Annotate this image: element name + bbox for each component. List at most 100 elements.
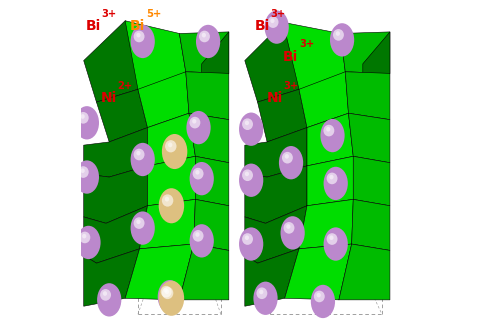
Polygon shape xyxy=(84,206,147,263)
Ellipse shape xyxy=(159,188,184,223)
Ellipse shape xyxy=(326,173,337,184)
Ellipse shape xyxy=(136,151,141,155)
Ellipse shape xyxy=(284,222,294,234)
Polygon shape xyxy=(348,113,390,163)
Polygon shape xyxy=(180,32,229,73)
Polygon shape xyxy=(84,128,147,177)
Polygon shape xyxy=(345,72,390,120)
Ellipse shape xyxy=(75,160,99,194)
Ellipse shape xyxy=(131,211,155,245)
Polygon shape xyxy=(245,206,307,263)
Ellipse shape xyxy=(190,162,214,195)
Ellipse shape xyxy=(336,31,340,36)
Ellipse shape xyxy=(159,281,184,316)
Polygon shape xyxy=(125,244,194,300)
Ellipse shape xyxy=(165,140,177,152)
Text: 3+: 3+ xyxy=(283,81,298,91)
Text: Bi: Bi xyxy=(283,50,298,64)
Polygon shape xyxy=(307,113,353,166)
Ellipse shape xyxy=(161,286,172,298)
Polygon shape xyxy=(353,156,390,206)
Ellipse shape xyxy=(136,219,141,224)
Ellipse shape xyxy=(245,172,249,176)
Ellipse shape xyxy=(264,11,289,44)
Ellipse shape xyxy=(158,280,182,313)
Ellipse shape xyxy=(317,293,321,297)
Polygon shape xyxy=(245,166,307,223)
Ellipse shape xyxy=(314,291,325,302)
Polygon shape xyxy=(140,199,195,249)
Ellipse shape xyxy=(78,112,89,124)
Ellipse shape xyxy=(76,226,101,259)
Polygon shape xyxy=(352,199,390,250)
Ellipse shape xyxy=(190,117,200,129)
Polygon shape xyxy=(195,156,229,206)
Ellipse shape xyxy=(320,119,345,152)
Polygon shape xyxy=(258,89,307,142)
Ellipse shape xyxy=(259,290,264,294)
Ellipse shape xyxy=(280,216,305,249)
Polygon shape xyxy=(283,22,345,89)
Ellipse shape xyxy=(324,125,335,137)
Ellipse shape xyxy=(131,143,155,176)
Ellipse shape xyxy=(253,282,277,315)
Ellipse shape xyxy=(330,23,354,56)
Ellipse shape xyxy=(97,283,121,316)
Text: Bi: Bi xyxy=(254,19,270,33)
Text: 5+: 5+ xyxy=(146,9,161,19)
Polygon shape xyxy=(299,72,348,128)
Text: Ni: Ni xyxy=(101,91,118,105)
Polygon shape xyxy=(180,244,229,300)
Ellipse shape xyxy=(239,227,264,261)
Ellipse shape xyxy=(133,31,144,42)
Polygon shape xyxy=(245,128,307,177)
Ellipse shape xyxy=(165,289,169,294)
Ellipse shape xyxy=(329,175,334,179)
Polygon shape xyxy=(194,199,229,250)
Polygon shape xyxy=(307,156,353,206)
Ellipse shape xyxy=(192,230,204,242)
Polygon shape xyxy=(186,72,229,120)
Ellipse shape xyxy=(326,127,330,131)
Ellipse shape xyxy=(282,152,293,164)
Ellipse shape xyxy=(279,146,303,179)
Polygon shape xyxy=(202,32,229,97)
Polygon shape xyxy=(125,21,186,89)
Ellipse shape xyxy=(133,217,144,229)
Ellipse shape xyxy=(195,232,200,237)
Polygon shape xyxy=(147,156,195,206)
Ellipse shape xyxy=(324,167,348,200)
Ellipse shape xyxy=(239,164,264,197)
Text: 3+: 3+ xyxy=(270,9,286,19)
Ellipse shape xyxy=(329,235,334,240)
Text: 2+: 2+ xyxy=(117,81,132,91)
Ellipse shape xyxy=(195,170,200,174)
Polygon shape xyxy=(189,113,229,163)
Ellipse shape xyxy=(286,224,290,229)
Ellipse shape xyxy=(162,134,187,169)
Ellipse shape xyxy=(270,19,275,23)
Ellipse shape xyxy=(136,33,141,37)
Polygon shape xyxy=(84,249,140,306)
Polygon shape xyxy=(299,199,353,249)
Ellipse shape xyxy=(133,149,144,160)
Polygon shape xyxy=(339,244,390,300)
Ellipse shape xyxy=(103,291,107,296)
Ellipse shape xyxy=(196,25,220,58)
Ellipse shape xyxy=(168,142,172,147)
Ellipse shape xyxy=(256,287,267,299)
Ellipse shape xyxy=(245,235,249,240)
Ellipse shape xyxy=(190,224,214,257)
Ellipse shape xyxy=(162,194,173,207)
Ellipse shape xyxy=(131,25,155,58)
Ellipse shape xyxy=(186,111,211,144)
Polygon shape xyxy=(340,32,390,73)
Ellipse shape xyxy=(75,106,99,139)
Ellipse shape xyxy=(326,233,337,245)
Ellipse shape xyxy=(79,232,90,243)
Ellipse shape xyxy=(82,234,86,238)
Ellipse shape xyxy=(242,169,253,181)
Ellipse shape xyxy=(311,285,335,318)
Polygon shape xyxy=(138,72,189,128)
Text: 3+: 3+ xyxy=(299,40,314,49)
